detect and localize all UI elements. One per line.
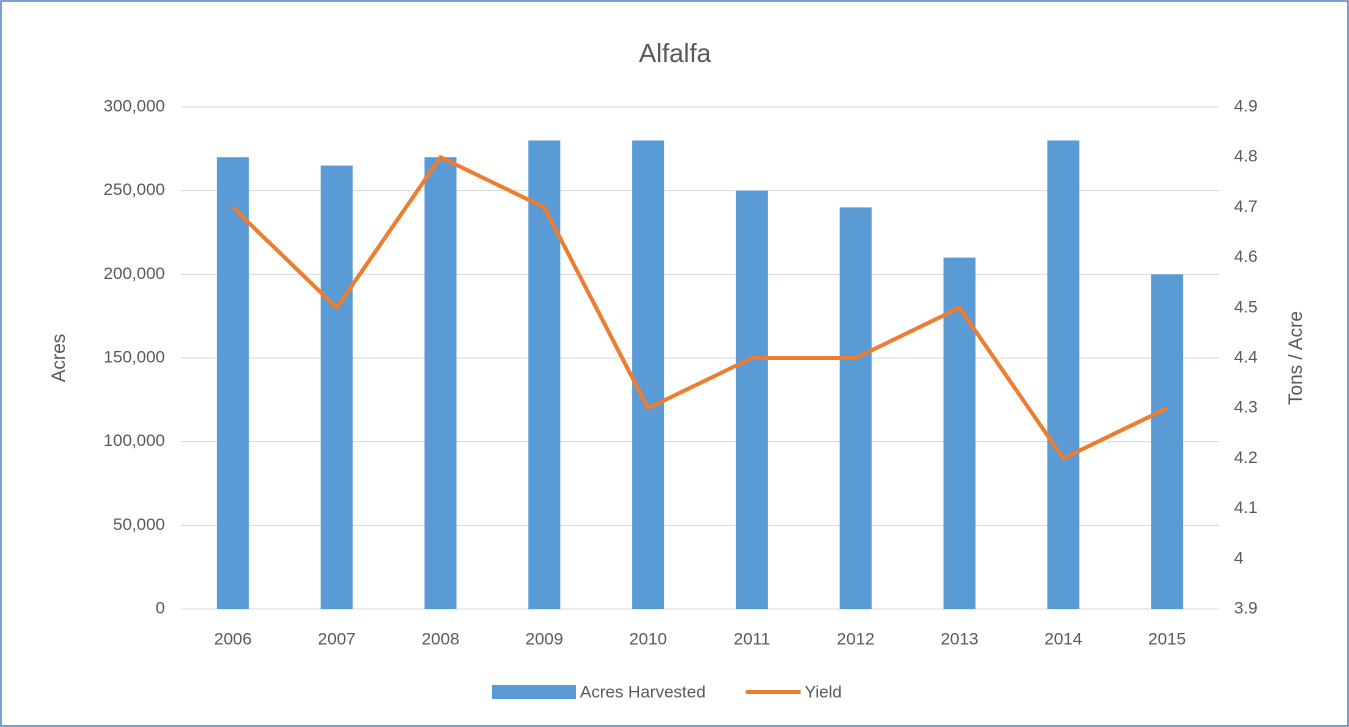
y2-tick-label: 4.3 [1234, 398, 1258, 417]
bar [735, 190, 768, 609]
y2-tick-label: 4.4 [1234, 347, 1258, 366]
y2-tick-label: 4.9 [1234, 96, 1258, 115]
y-tick-label: 100,000 [104, 431, 165, 450]
y2-tick-label: 4 [1234, 548, 1243, 567]
legend-label: Yield [805, 682, 842, 701]
bar [1151, 274, 1184, 609]
y2-tick-label: 4.2 [1234, 448, 1258, 467]
x-tick-label: 2015 [1148, 629, 1186, 648]
legend-swatch [492, 685, 576, 699]
bar [216, 157, 249, 609]
bar [943, 257, 976, 609]
bar [424, 157, 457, 609]
bar [320, 165, 353, 610]
y-tick-label: 50,000 [113, 515, 165, 534]
y-tick-label: 150,000 [104, 347, 165, 366]
x-tick-label: 2014 [1044, 629, 1082, 648]
y2-axis-title: Tons / Acre [1286, 311, 1307, 405]
y2-tick-label: 4.8 [1234, 147, 1258, 166]
chart-title: Alfalfa [639, 38, 712, 68]
y2-tick-label: 4.5 [1234, 297, 1258, 316]
line [231, 155, 1168, 461]
bar [528, 140, 561, 609]
x-tick-label: 2013 [941, 629, 979, 648]
x-tick-label: 2010 [629, 629, 667, 648]
y-tick-label: 300,000 [104, 96, 165, 115]
y2-tick-label: 3.9 [1234, 598, 1258, 617]
y2-tick-label: 4.7 [1234, 197, 1258, 216]
bar [632, 140, 665, 609]
bar [1047, 140, 1080, 609]
x-tick-label: 2012 [837, 629, 875, 648]
x-tick-label: 2011 [734, 629, 771, 648]
x-tick-label: 2008 [422, 629, 460, 648]
y-tick-label: 0 [156, 598, 165, 617]
legend-label: Acres Harvested [580, 682, 706, 701]
y-tick-label: 200,000 [104, 264, 165, 283]
x-tick-label: 2009 [525, 629, 563, 648]
x-tick-label: 2006 [214, 629, 252, 648]
x-tick-label: 2007 [318, 629, 356, 648]
y2-tick-label: 4.1 [1234, 498, 1258, 517]
y-axis-title: Acres [49, 334, 70, 383]
y2-tick-label: 4.6 [1234, 247, 1258, 266]
bar [839, 207, 872, 609]
y-tick-label: 250,000 [104, 180, 165, 199]
